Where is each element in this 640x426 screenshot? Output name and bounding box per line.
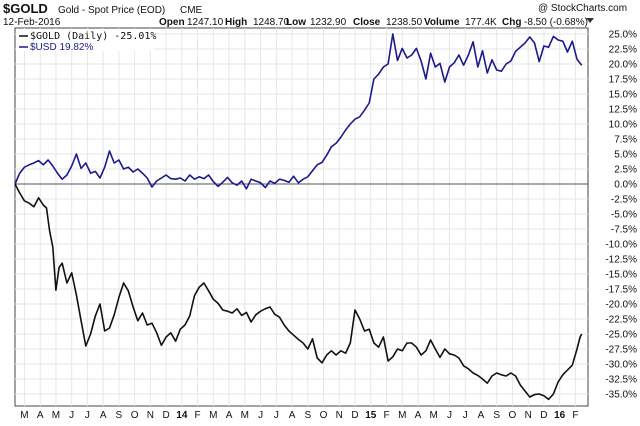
x-tick-label: F [572,410,578,421]
y-tick-label: 20.0% [609,60,637,71]
x-tick-label: O [131,410,139,421]
dropdown-arrow-icon[interactable] [586,18,594,23]
y-tick-label: 17.5% [609,75,637,86]
chg-value: -8.50 (-0.68%) [524,17,588,28]
x-tick-label: S [493,410,500,421]
x-tick-label: A [478,410,485,421]
x-tick-label: O [320,410,328,421]
y-tick-label: -20.0% [605,300,637,311]
plot-area [14,27,589,407]
y-tick-label: 12.5% [609,105,637,116]
x-tick-label: A [289,410,296,421]
legend: $GOLD (Daily) -25.01% $USD 19.82% [16,29,156,53]
y-tick-label: -10.0% [605,240,637,251]
x-tick-label: D [163,410,170,421]
x-tick-label: A [100,410,107,421]
x-tick-label: F [195,410,201,421]
y-axis: 25.0% 22.5% 20.0% 17.5% 15.0% 12.5% 10.0% 7.5% 5… [605,30,637,401]
y-tick-label: -5.0% [611,210,637,221]
y-tick-label: 22.5% [609,45,637,56]
quote-stats: Open 1247.10 High 1248.70 Low 1232.90 Cl… [159,17,588,28]
quote-date: 12-Feb-2016 [3,17,61,28]
y-tick-label: 25.0% [609,30,637,41]
high-value: 1248.70 [253,17,290,28]
x-tick-label: J [463,410,468,421]
y-tick-label: -22.5% [605,315,637,326]
y-tick-label: -25.0% [605,330,637,341]
y-tick-label: -7.5% [611,225,637,236]
x-tick-label: D [351,410,358,421]
x-axis: M A M J J A S O N D 14 F M A M J J A S O N D 15 F M A M J J A S O N D 16 F [20,410,578,421]
y-tick-label: -12.5% [605,255,637,266]
x-tick-label: J [447,410,452,421]
x-tick-label: M [398,410,406,421]
x-tick-label: 16 [554,410,566,421]
y-tick-label: 7.5% [614,135,637,146]
low-value: 1232.90 [310,17,347,28]
high-label: High [225,17,247,28]
y-tick-label: -30.0% [605,360,637,371]
low-label: Low [286,17,306,28]
volume-value: 177.4K [465,17,497,28]
x-tick-label: S [304,410,311,421]
description: Gold - Spot Price (EOD) [58,5,165,16]
legend-usd-label: $USD 19.82% [30,42,93,53]
watermark: @ StockCharts.com [538,3,627,14]
x-tick-label: A [226,410,233,421]
x-tick-label: 14 [176,410,188,421]
x-tick-label: M [209,410,217,421]
y-tick-label: 15.0% [609,90,637,101]
y-tick-label: -15.0% [605,270,637,281]
y-tick-label: -17.5% [605,285,637,296]
x-tick-label: A [37,410,44,421]
x-tick-label: D [540,410,547,421]
open-label: Open [159,17,185,28]
x-tick-label: N [147,410,154,421]
y-tick-label: -32.5% [605,375,637,386]
x-tick-label: O [509,410,517,421]
exchange: CME [180,5,203,16]
symbol: $GOLD [3,1,48,16]
gold-series-line [14,183,583,401]
x-tick-label: M [20,410,28,421]
x-tick-label: A [415,410,422,421]
y-tick-label: -27.5% [605,345,637,356]
x-tick-label: N [336,410,343,421]
y-tick-label: -35.0% [605,390,637,401]
open-value: 1247.10 [187,17,224,28]
x-tick-label: M [430,410,438,421]
x-tick-label: J [258,410,263,421]
x-tick-label: F [383,410,389,421]
chg-label: Chg [502,17,521,28]
x-tick-label: J [85,410,90,421]
x-tick-label: 15 [365,410,377,421]
close-value: 1238.50 [386,17,423,28]
y-tick-label: 2.5% [614,165,637,176]
usd-series-line [14,33,583,190]
legend-gold-label: $GOLD (Daily) -25.01% [30,31,156,42]
close-label: Close [353,17,381,28]
x-tick-label: J [274,410,279,421]
y-tick-label: -2.5% [611,195,637,206]
x-tick-label: N [525,410,532,421]
y-tick-label: 0.0% [614,180,637,191]
legend-background [16,29,154,51]
x-tick-label: M [241,410,249,421]
volume-label: Volume [424,17,460,28]
y-tick-label: 5.0% [614,150,637,161]
x-tick-label: J [69,410,74,421]
x-tick-label: S [116,410,123,421]
x-tick-label: M [52,410,60,421]
y-tick-label: 10.0% [609,120,637,131]
